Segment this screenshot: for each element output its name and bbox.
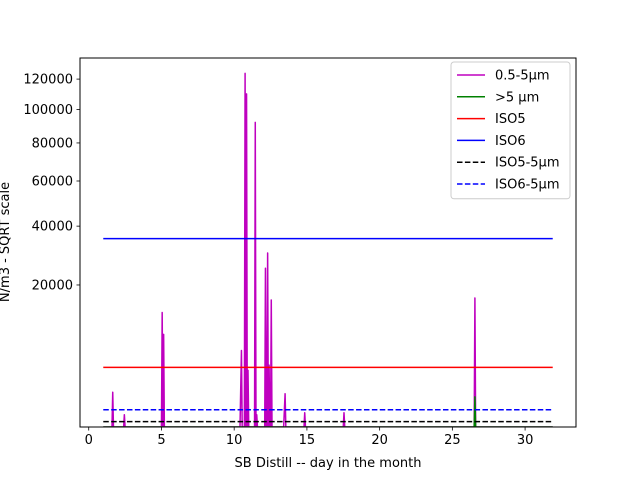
- legend-label-iso6-5-m: ISO6-5µm: [495, 178, 560, 193]
- series-line-0-5-5-m: [103, 72, 553, 427]
- legend-label-0-5-5-m: 0.5-5µm: [495, 69, 550, 84]
- x-axis-label: SB Distill -- day in the month: [235, 456, 422, 471]
- x-tick-label: 20: [371, 433, 388, 448]
- series-layer: [103, 72, 553, 427]
- y-axis-label: N/m3 - SQRT scale: [0, 182, 13, 302]
- y-tick-label: 100000: [23, 103, 73, 118]
- plot-area-frame: [79, 57, 577, 428]
- y-tick-label: 60000: [32, 175, 73, 190]
- x-tick-label: 25: [444, 433, 461, 448]
- x-tick-label: 15: [299, 433, 316, 448]
- legend-label-iso5-5-m: ISO5-5µm: [495, 156, 560, 171]
- x-tick-label: 5: [157, 433, 165, 448]
- x-tick-label: 30: [517, 433, 534, 448]
- x-axis: 0 5 10 15 20 25 30: [85, 427, 534, 448]
- y-tick-label: 120000: [23, 73, 73, 88]
- series-line-5-m: [103, 396, 553, 427]
- legend-label-5-m: >5 µm: [495, 90, 539, 105]
- x-tick-label: 10: [226, 433, 243, 448]
- legend: 0.5-5µm >5 µm ISO5 ISO6 ISO5-5µm ISO6-5µm: [450, 61, 571, 200]
- legend-label-iso5: ISO5: [495, 112, 526, 127]
- legend-label-iso6: ISO6: [495, 134, 526, 149]
- y-tick-label: 40000: [32, 220, 73, 235]
- y-tick-label: 80000: [32, 136, 73, 151]
- y-tick-label: 20000: [32, 278, 73, 293]
- x-tick-label: 0: [85, 433, 93, 448]
- y-axis: 20000 40000 60000 80000 100000 120000: [23, 73, 80, 293]
